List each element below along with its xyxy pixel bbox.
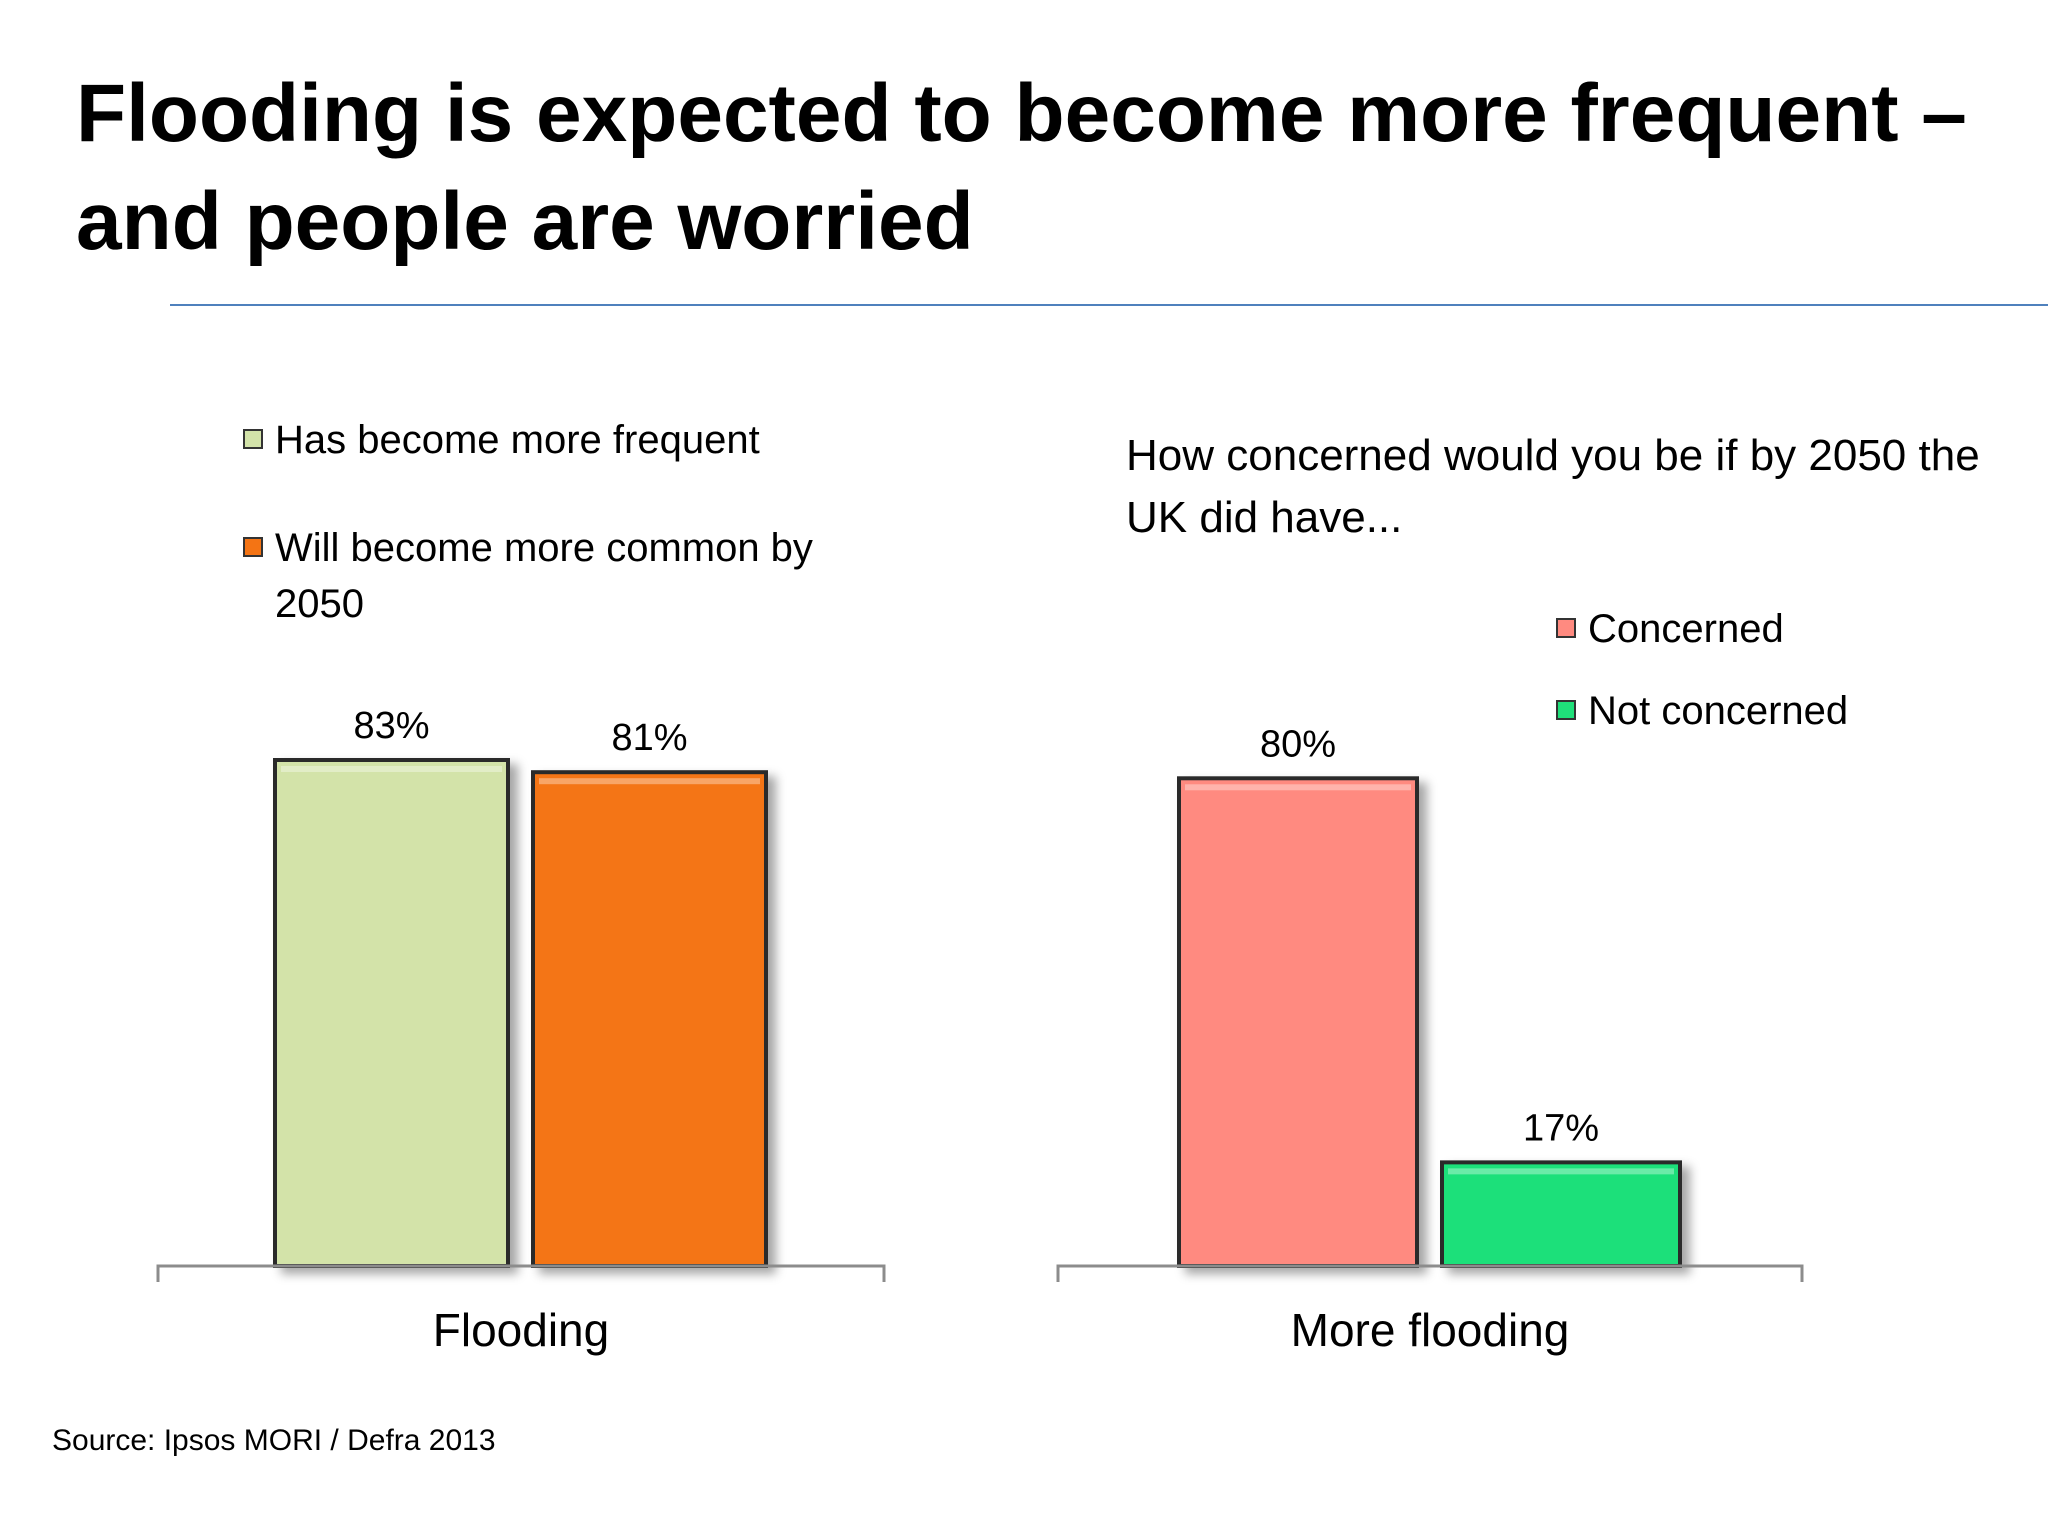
page-title: Flooding is expected to become more freq…	[76, 68, 1967, 267]
bar-highlight-flooding-2	[539, 778, 760, 785]
legend-right: Concerned Not concerned	[1556, 601, 2036, 791]
bar-more-flooding-1	[1177, 776, 1419, 1269]
x-tick-label-flooding: Flooding	[433, 1304, 609, 1356]
legend-left: Has become more frequent Will become mor…	[243, 412, 883, 684]
x-axis-more-flooding	[1056, 1264, 1804, 1282]
bar-flooding-1	[273, 758, 510, 1268]
legend-swatch-concerned	[1556, 618, 1576, 638]
legend-swatch-has-become	[243, 429, 263, 449]
legend-swatch-not-concerned	[1556, 700, 1576, 720]
legend-item-not-concerned: Not concerned	[1556, 683, 2036, 739]
title-divider	[170, 304, 2048, 306]
legend-item-concerned: Concerned	[1556, 601, 2036, 657]
bar-highlight-more-flooding-1	[1185, 784, 1411, 791]
x-axis-flooding	[156, 1264, 886, 1282]
chart-question: How concerned would you be if by 2050 th…	[1126, 431, 1980, 542]
data-label-more-flooding-2: 17%	[1523, 1107, 1599, 1149]
legend-swatch-will-become	[243, 537, 263, 557]
legend-label-concerned: Concerned	[1588, 607, 1784, 651]
data-label-flooding-1: 83%	[353, 705, 429, 747]
bar-highlight-more-flooding-2	[1448, 1168, 1674, 1175]
legend-label-will-become: Will become more common by 2050	[275, 526, 813, 626]
x-tick-label-more-flooding: More flooding	[1291, 1304, 1570, 1356]
legend-label-has-become: Has become more frequent	[275, 418, 760, 462]
bar-more-flooding-2	[1440, 1160, 1682, 1269]
source-note: Source: Ipsos MORI / Defra 2013	[52, 1424, 496, 1457]
legend-label-not-concerned: Not concerned	[1588, 689, 1849, 733]
data-label-more-flooding-1: 80%	[1260, 723, 1336, 765]
data-label-flooding-2: 81%	[611, 717, 687, 759]
bar-flooding-2	[531, 770, 768, 1268]
legend-item-will-become: Will become more common by 2050	[243, 520, 883, 632]
bar-highlight-flooding-1	[281, 766, 502, 772]
legend-item-has-become: Has become more frequent	[243, 412, 883, 468]
